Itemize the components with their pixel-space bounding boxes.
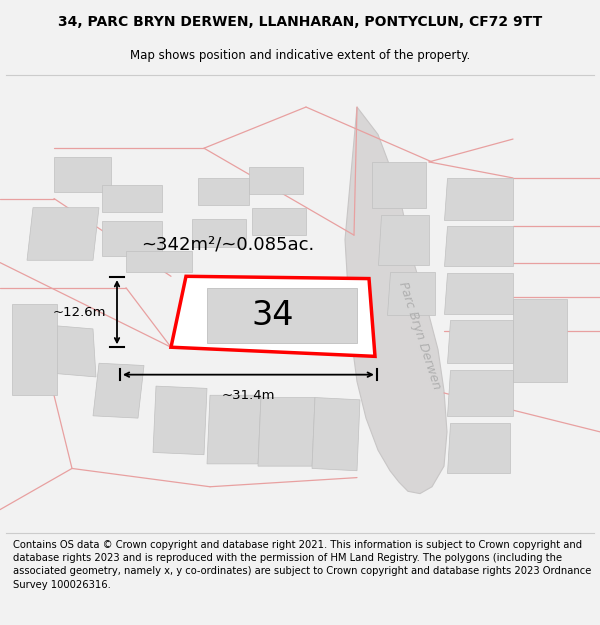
Polygon shape: [447, 422, 510, 473]
Polygon shape: [171, 276, 375, 356]
Polygon shape: [207, 288, 357, 342]
Polygon shape: [192, 219, 246, 246]
Text: 34, PARC BRYN DERWEN, LLANHARAN, PONTYCLUN, CF72 9TT: 34, PARC BRYN DERWEN, LLANHARAN, PONTYCL…: [58, 16, 542, 29]
Polygon shape: [372, 162, 426, 208]
Text: ~342m²/~0.085ac.: ~342m²/~0.085ac.: [142, 235, 314, 253]
Text: ~31.4m: ~31.4m: [221, 389, 275, 402]
Polygon shape: [27, 208, 99, 260]
Polygon shape: [207, 395, 261, 464]
Polygon shape: [198, 178, 249, 206]
Polygon shape: [312, 398, 360, 471]
Polygon shape: [93, 363, 144, 418]
Text: 34: 34: [252, 299, 294, 332]
Polygon shape: [102, 185, 162, 213]
Polygon shape: [252, 208, 306, 235]
Polygon shape: [378, 214, 429, 265]
Polygon shape: [126, 251, 192, 272]
Polygon shape: [447, 320, 513, 363]
Text: ~12.6m: ~12.6m: [53, 306, 106, 319]
Polygon shape: [54, 158, 111, 192]
Polygon shape: [12, 304, 57, 395]
Polygon shape: [102, 221, 162, 256]
Polygon shape: [258, 398, 315, 466]
Polygon shape: [444, 272, 513, 314]
Polygon shape: [249, 166, 303, 194]
Polygon shape: [444, 226, 513, 266]
Polygon shape: [444, 178, 513, 219]
Polygon shape: [387, 272, 435, 315]
Polygon shape: [153, 386, 207, 455]
Text: Map shows position and indicative extent of the property.: Map shows position and indicative extent…: [130, 49, 470, 62]
Polygon shape: [39, 324, 96, 377]
Polygon shape: [513, 299, 567, 381]
Polygon shape: [447, 370, 513, 416]
Polygon shape: [345, 107, 447, 494]
Text: Parc Bryn Derwen: Parc Bryn Derwen: [397, 280, 443, 391]
Text: Contains OS data © Crown copyright and database right 2021. This information is : Contains OS data © Crown copyright and d…: [13, 540, 592, 589]
